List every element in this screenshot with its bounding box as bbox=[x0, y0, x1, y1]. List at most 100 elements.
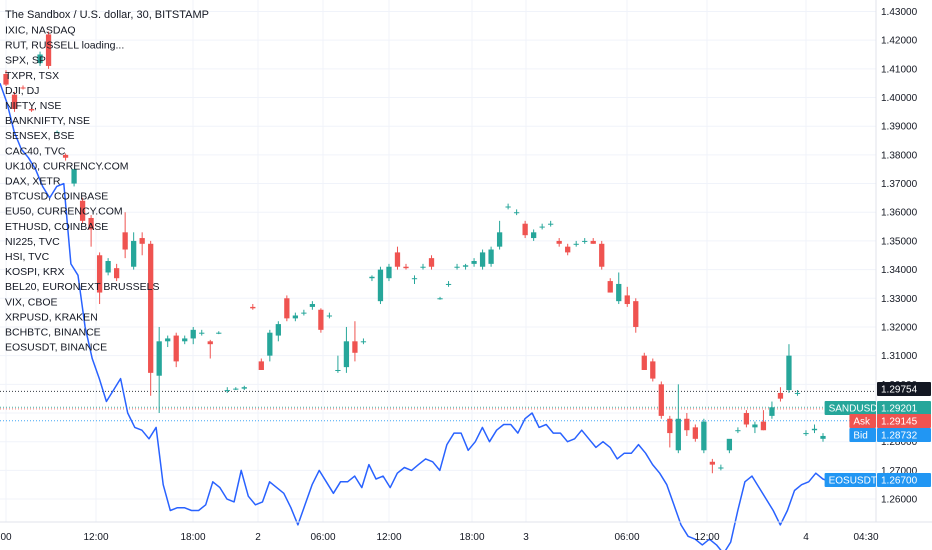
price-badge-value: 1.29754 bbox=[881, 385, 918, 396]
price-badge: 1.26700 EOSUSDT bbox=[824, 473, 931, 487]
compare-symbol-label: KOSPI, KRX bbox=[5, 266, 65, 278]
candle-body bbox=[233, 388, 239, 390]
candle-body bbox=[54, 131, 60, 133]
compare-symbol-label: EOSUSDT, BINANCE bbox=[5, 342, 107, 354]
legend: The Sandbox / U.S. dollar, 30, BITSTAMP … bbox=[5, 9, 209, 354]
time-tick-label: 12:00 bbox=[376, 532, 401, 543]
candle-body bbox=[352, 341, 358, 353]
candle-body bbox=[369, 276, 375, 279]
candle-body bbox=[692, 427, 698, 439]
compare-symbol-label: TXPR, TSX bbox=[5, 70, 59, 82]
compare-symbol-label: EU50, CURRENCY.COM bbox=[5, 206, 123, 218]
overlay-line bbox=[0, 82, 831, 550]
candle-body bbox=[79, 200, 86, 221]
compare-symbol-label: IXIC, NASDAQ bbox=[5, 25, 76, 37]
candle-body bbox=[794, 392, 801, 394]
candle-body bbox=[488, 249, 494, 264]
price-badge-bg bbox=[877, 382, 931, 396]
price-tick-label: 1.41000 bbox=[881, 64, 918, 75]
time-tick-label: 06:00 bbox=[614, 532, 639, 543]
candle-body bbox=[760, 421, 767, 431]
price-tick-label: 1.38000 bbox=[881, 150, 918, 161]
candle-body bbox=[173, 335, 179, 362]
candle-body bbox=[803, 433, 809, 435]
time-tick-label: 00 bbox=[0, 532, 12, 543]
price-badge-label: EOSUSDT bbox=[829, 476, 877, 487]
price-tick-label: 1.26000 bbox=[881, 495, 918, 506]
time-tick-label: 4 bbox=[803, 532, 809, 543]
candle-body bbox=[462, 265, 469, 267]
candle-body bbox=[420, 266, 426, 268]
time-tick-label: 3 bbox=[523, 532, 529, 543]
candle-body bbox=[531, 232, 537, 239]
price-tick-label: 1.43000 bbox=[881, 7, 918, 18]
candle-body bbox=[582, 240, 588, 242]
candle-body bbox=[616, 283, 622, 302]
price-tick-label: 1.35000 bbox=[881, 236, 918, 247]
price-badge: 1.29145 Ask bbox=[849, 414, 931, 428]
candle-body bbox=[437, 298, 443, 300]
candle-body bbox=[190, 329, 196, 339]
candle-body bbox=[301, 312, 307, 314]
candle-body bbox=[718, 467, 724, 469]
time-axis-ticks[interactable]: 00 12:00 18:00 2 06:00 12:00 18:00 3 06:00 12:00 4… bbox=[0, 532, 879, 543]
candle-body bbox=[505, 206, 511, 208]
candle-body bbox=[148, 243, 154, 373]
candle-body bbox=[539, 226, 545, 228]
candle-body bbox=[11, 94, 18, 109]
candle-body bbox=[675, 418, 681, 451]
candle-body bbox=[454, 266, 460, 268]
eosusdt-overlay-series bbox=[0, 82, 831, 550]
candle-body bbox=[573, 243, 579, 245]
candle-body bbox=[743, 413, 750, 425]
candle-body bbox=[250, 306, 256, 309]
candle-body bbox=[633, 301, 639, 327]
price-badge-label: Bid bbox=[853, 431, 867, 442]
candle-body bbox=[394, 252, 401, 267]
compare-symbol-label: BANKNIFTY, NSE bbox=[5, 115, 90, 127]
candle-body bbox=[326, 315, 333, 317]
price-badge-label-bg bbox=[849, 428, 876, 442]
price-reference-lines bbox=[0, 390, 876, 422]
candle-body bbox=[309, 304, 316, 307]
price-tick-label: 1.27000 bbox=[881, 466, 918, 477]
price-tick-label: 1.36000 bbox=[881, 208, 918, 219]
candle-body bbox=[667, 418, 673, 434]
compare-symbol-label: RUT, RUSSELL loading... bbox=[5, 40, 124, 52]
candle-body bbox=[62, 154, 69, 158]
price-badge-bg bbox=[877, 428, 931, 442]
candle-body bbox=[769, 407, 775, 416]
candle-body bbox=[548, 223, 554, 225]
price-badge-bg bbox=[877, 401, 931, 415]
candle-body bbox=[658, 384, 664, 416]
candle-body bbox=[292, 315, 298, 319]
price-badges: 1.297541.29201SANDUSD1.29145Ask1.28732Bi… bbox=[824, 382, 931, 487]
price-badge-bg bbox=[877, 473, 931, 487]
candle-body bbox=[45, 34, 52, 66]
candle-body bbox=[88, 217, 94, 230]
candle-body bbox=[641, 355, 647, 370]
candle-body bbox=[599, 243, 605, 267]
candle-body bbox=[131, 240, 137, 267]
candle-body bbox=[199, 332, 205, 334]
compare-symbol-label: UK100, CURRENCY.COM bbox=[5, 160, 129, 172]
candle-body bbox=[343, 341, 350, 368]
price-tick-label: 1.31000 bbox=[881, 351, 918, 362]
candle-body bbox=[275, 324, 281, 336]
candle-body bbox=[701, 421, 707, 451]
price-badge-label-bg bbox=[849, 414, 876, 428]
time-tick-label: 18:00 bbox=[180, 532, 205, 543]
compare-symbol-label: BTCUSD, COINBASE bbox=[5, 191, 108, 203]
candle-body bbox=[709, 461, 716, 465]
compare-symbol-label: BCHBTC, BINANCE bbox=[5, 327, 101, 339]
candle-body bbox=[445, 283, 452, 285]
candle-body bbox=[37, 54, 43, 64]
candle-body bbox=[471, 261, 477, 264]
candle-body bbox=[556, 240, 562, 244]
candle-body bbox=[684, 418, 690, 431]
candle-body bbox=[590, 240, 596, 244]
candle-body bbox=[386, 266, 392, 279]
